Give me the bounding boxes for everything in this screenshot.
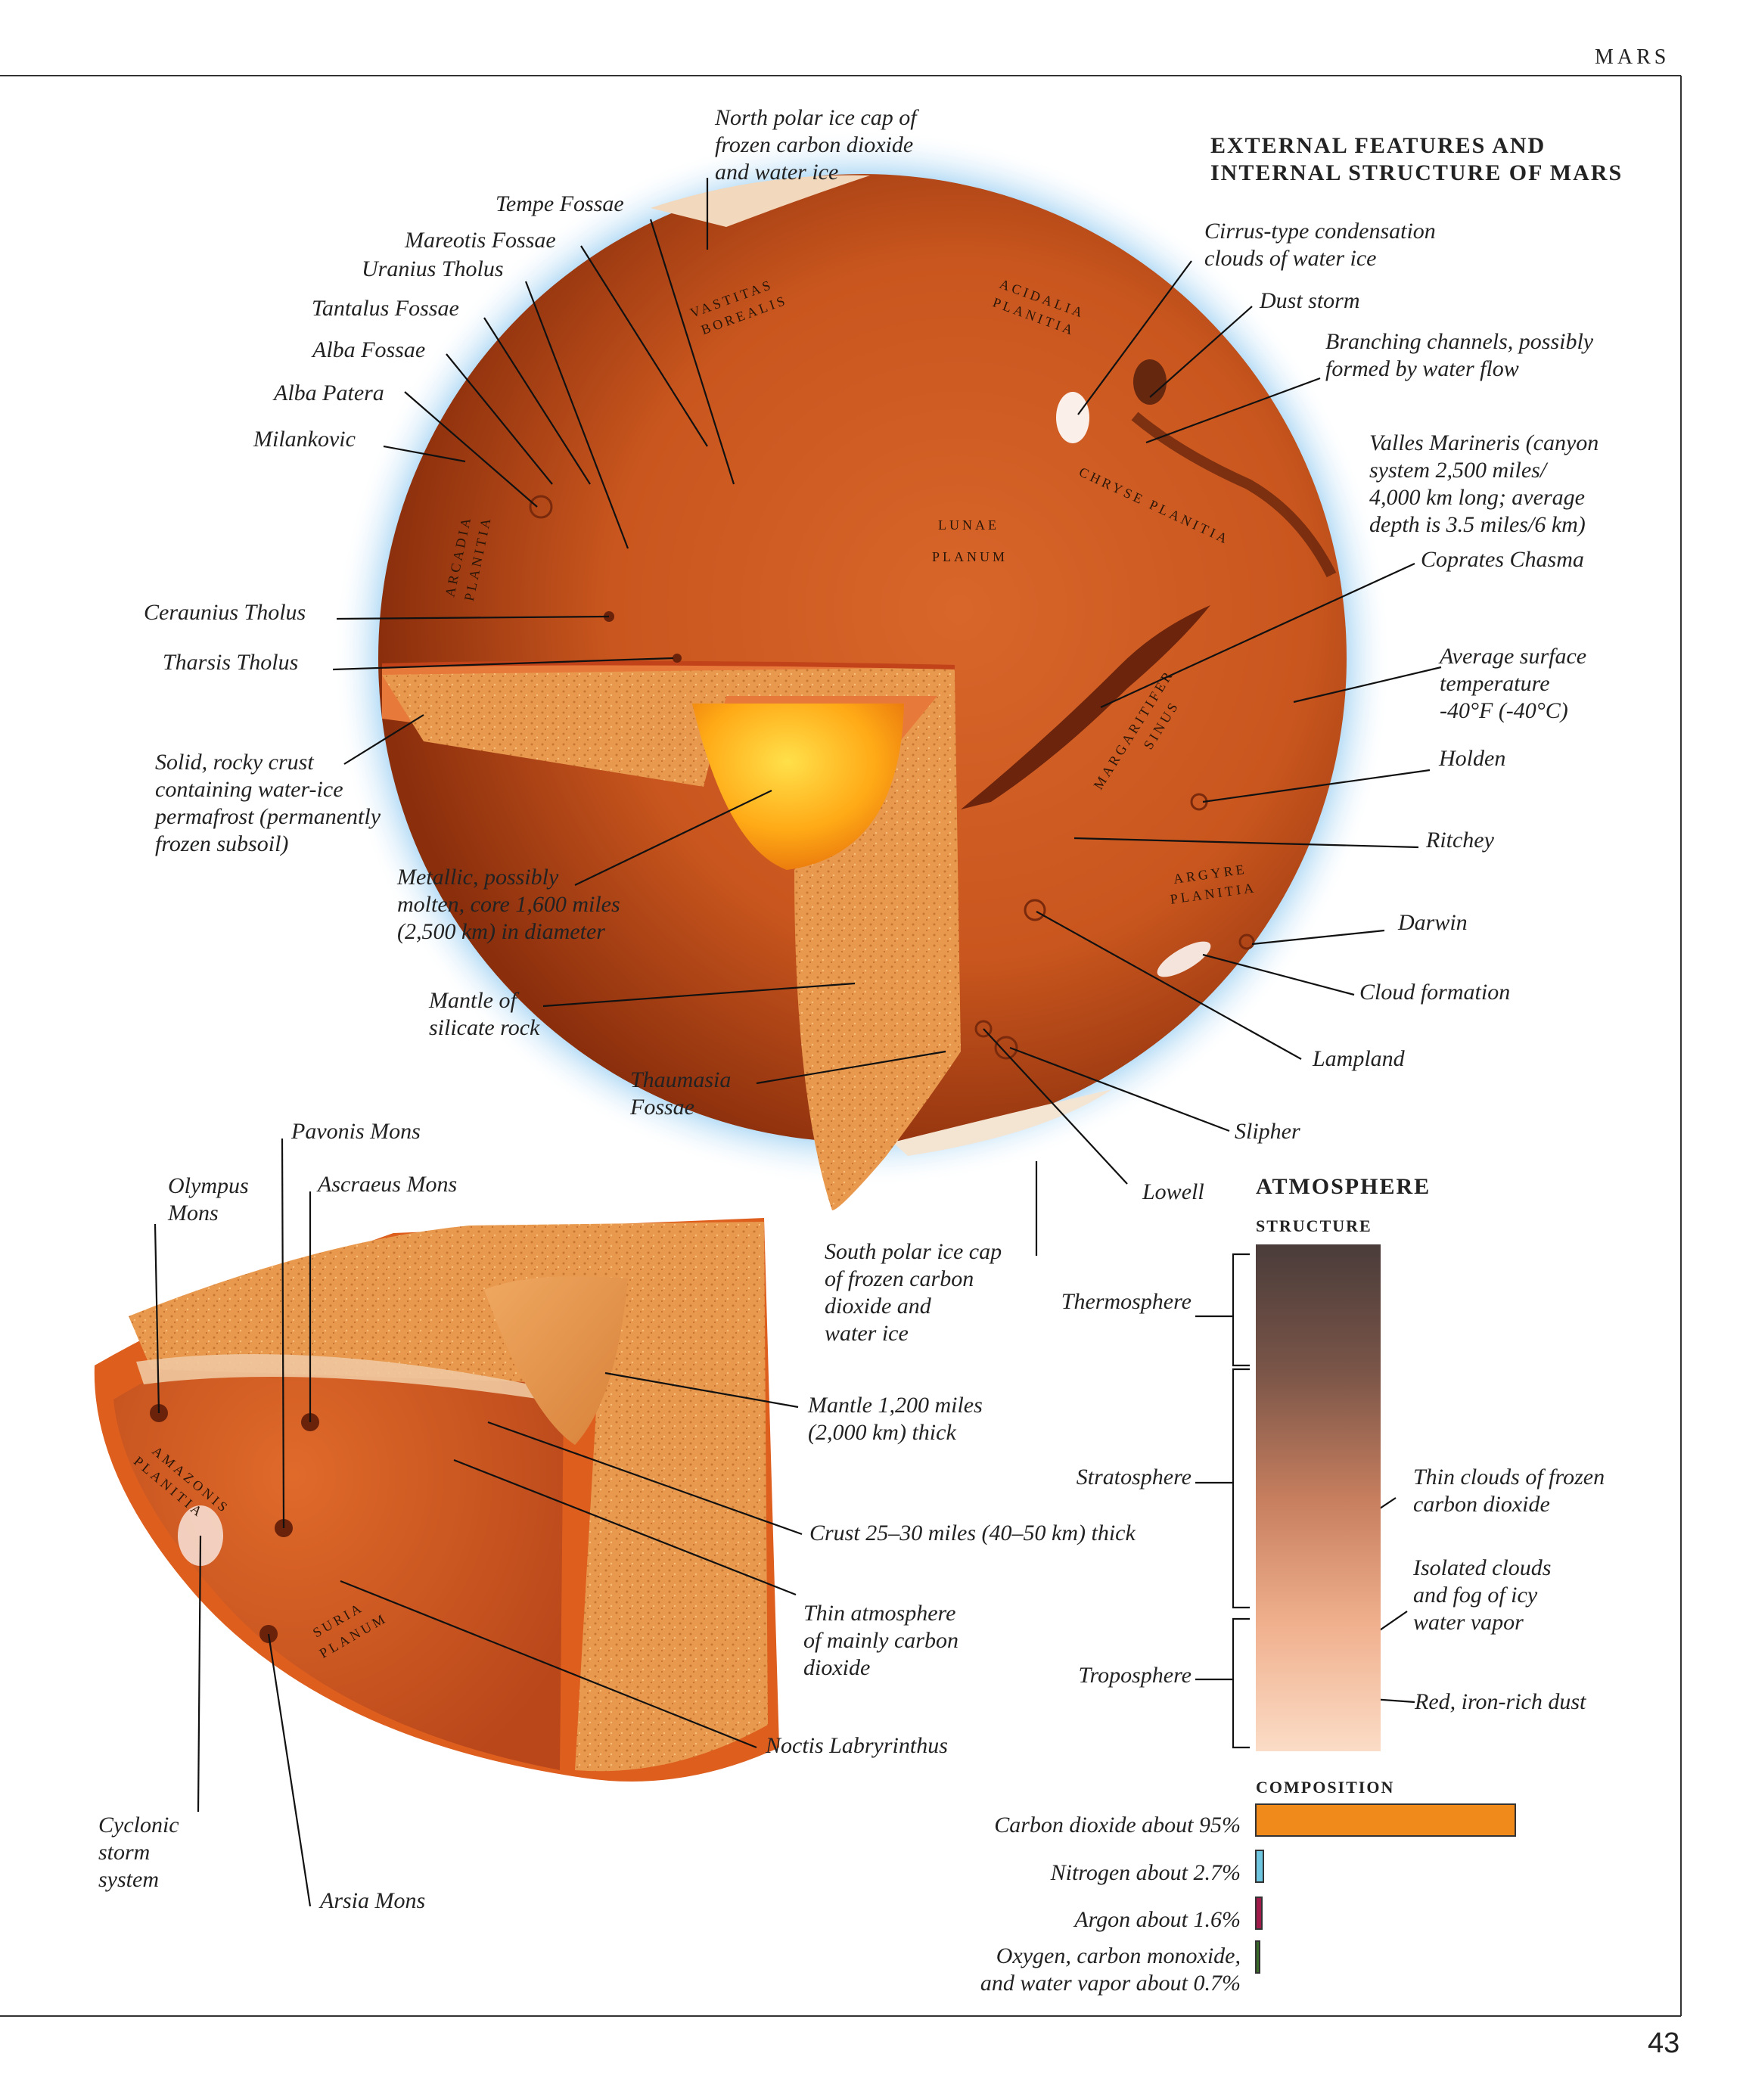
wedge-crust-band — [136, 1354, 598, 1407]
composition-label-co2: Carbon dioxide about 95% — [994, 1813, 1241, 1837]
label-mantle-thickness: Mantle 1,200 miles (2,000 km) thick — [808, 1393, 983, 1445]
structure-title: STRUCTURE — [1256, 1216, 1372, 1235]
label-noctis: Noctis Labryrinthus — [766, 1733, 948, 1758]
label-avg-temperature: Average surface temperature -40°F (-40°C… — [1440, 644, 1587, 723]
section-title: MARS — [1595, 45, 1670, 69]
north-polar-cap — [651, 175, 870, 227]
label-core: Metallic, possibly molten, core 1,600 mi… — [397, 865, 620, 944]
label-darwin: Darwin — [1398, 910, 1468, 935]
label-branching-channels: Branching channels, possibly formed by w… — [1325, 329, 1594, 381]
wedge-mantle-side — [575, 1222, 768, 1772]
label-crust: Solid, rocky crust containing water-ice … — [155, 750, 381, 856]
region-lunae: LUNAE PLANUM — [932, 517, 1008, 564]
core — [692, 704, 904, 870]
label-troposphere: Troposphere — [1078, 1663, 1192, 1688]
label-stratosphere: Stratosphere — [1076, 1465, 1192, 1490]
label-tantalus-fossae: Tantalus Fossae — [312, 296, 459, 321]
label-olympus-mons: Olympus Mons — [168, 1173, 249, 1226]
wedge-surface — [113, 1278, 564, 1770]
wedge-cloud — [287, 1711, 363, 1738]
label-thin-clouds: Thin clouds of frozen carbon dioxide — [1413, 1465, 1605, 1517]
crater-darwin — [1238, 934, 1255, 950]
label-crust-thickness: Crust 25–30 miles (40–50 km) thick — [809, 1521, 1136, 1545]
label-cirrus-clouds: Cirrus-type condensation clouds of water… — [1204, 219, 1436, 271]
composition-bar-nitrogen — [1255, 1850, 1264, 1883]
composition-bar-other — [1255, 1940, 1260, 1974]
label-north-polar-cap: North polar ice cap of frozen carbon dio… — [715, 105, 917, 185]
dust-storm — [1133, 359, 1167, 405]
composition-label-other: Oxygen, carbon monoxide, and water vapor… — [980, 1943, 1241, 1996]
label-lowell: Lowell — [1142, 1179, 1204, 1204]
crater-lampland — [1024, 899, 1046, 921]
label-red-dust: Red, iron-rich dust — [1415, 1689, 1586, 1714]
branching-channels — [1131, 412, 1337, 578]
label-uranius-tholus: Uranius Tholus — [362, 256, 504, 281]
label-holden: Holden — [1439, 746, 1506, 771]
label-coprates-chasma: Coprates Chasma — [1421, 547, 1584, 572]
label-arsia-mons: Arsia Mons — [320, 1888, 426, 1913]
label-dust-storm: Dust storm — [1260, 288, 1360, 313]
label-milankovic: Milankovic — [253, 427, 356, 452]
atmosphere-column — [1256, 1244, 1381, 1751]
svg-text:PLANUM: PLANUM — [932, 549, 1008, 564]
composition-bars — [1255, 1803, 1516, 1974]
composition-label-nitrogen: Nitrogen about 2.7% — [1050, 1860, 1241, 1885]
cirrus-cloud — [1056, 392, 1089, 443]
label-alba-patera: Alba Patera — [274, 381, 384, 405]
leader-lines — [154, 178, 1442, 1907]
crater-lowell — [974, 1020, 993, 1038]
label-valles-marineris: Valles Marineris (canyon system 2,500 mi… — [1369, 430, 1599, 537]
crater-tharsis — [673, 654, 682, 663]
cloud-formation — [1157, 941, 1211, 977]
composition-bar-argon — [1255, 1897, 1263, 1930]
label-mareotis-fossae: Mareotis Fossae — [405, 228, 556, 253]
crust-edge — [381, 660, 955, 669]
valles-marineris — [961, 605, 1210, 809]
label-pavonis-mons: Pavonis Mons — [291, 1119, 421, 1144]
south-polar-cap — [893, 1089, 1112, 1156]
label-isolated-clouds: Isolated clouds and fog of icy water vap… — [1413, 1555, 1552, 1635]
page-number: 43 — [1648, 2027, 1680, 2059]
wedge-core — [484, 1276, 628, 1445]
label-cyclonic-storm: Cyclonic storm system — [98, 1813, 179, 1892]
composition-bar-co2 — [1255, 1803, 1516, 1837]
label-thin-atmosphere: Thin atmosphere of mainly carbon dioxide — [803, 1601, 958, 1680]
label-ascraeus-mons: Ascraeus Mons — [318, 1172, 458, 1197]
label-south-polar-cap: South polar ice cap of frozen carbon dio… — [825, 1239, 1002, 1346]
label-ritchey: Ritchey — [1426, 828, 1494, 853]
svg-text:LUNAE: LUNAE — [938, 517, 999, 533]
cutaway-mantle-vertical — [794, 675, 961, 1210]
label-thermosphere: Thermosphere — [1061, 1289, 1192, 1314]
composition-title: COMPOSITION — [1256, 1778, 1395, 1797]
page-title: EXTERNAL FEATURES AND INTERNAL STRUCTURE… — [1210, 133, 1623, 185]
composition-label-argon: Argon about 1.6% — [1074, 1907, 1241, 1932]
crater-milankovic — [529, 495, 553, 519]
cutaway-mantle-horizontal — [382, 667, 955, 787]
label-thaumasia-fossae: Thaumasia Fossae — [630, 1067, 732, 1120]
label-alba-fossae: Alba Fossae — [312, 337, 426, 362]
label-ceraunius-tholus: Ceraunius Tholus — [144, 600, 306, 625]
label-tempe-fossae: Tempe Fossae — [496, 191, 624, 216]
label-tharsis-tholus: Tharsis Tholus — [163, 650, 299, 675]
label-mantle: Mantle of silicate rock — [429, 988, 540, 1040]
label-lampland: Lampland — [1313, 1046, 1405, 1071]
label-slipher: Slipher — [1235, 1119, 1300, 1144]
layer-brackets — [1195, 1253, 1250, 1749]
label-cloud-formation: Cloud formation — [1359, 980, 1511, 1005]
mars-globe — [378, 174, 1347, 1142]
atmosphere-title: ATMOSPHERE — [1256, 1174, 1431, 1199]
crater-slipher — [994, 1036, 1018, 1060]
